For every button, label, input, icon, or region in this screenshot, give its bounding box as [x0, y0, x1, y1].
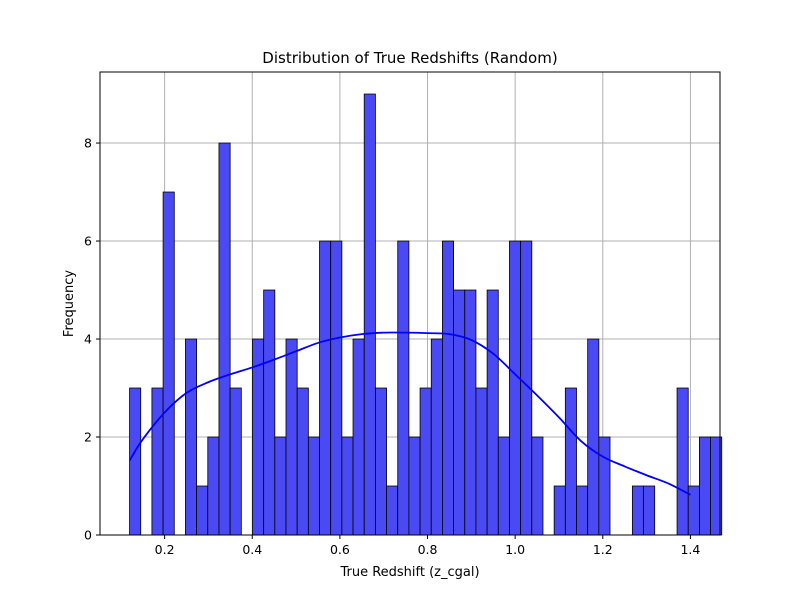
histogram-bar: [687, 485, 700, 536]
histogram-bar: [196, 485, 209, 536]
histogram-bar: [341, 436, 354, 536]
histogram-bar: [129, 387, 142, 536]
histogram-bar: [252, 338, 265, 536]
histogram-bar: [576, 485, 589, 536]
histogram-bar: [430, 338, 443, 536]
histogram-bar: [330, 240, 343, 536]
x-axis-label: True Redshift (z_cgal): [339, 565, 479, 580]
y-tick-label: 4: [84, 332, 92, 347]
y-axis-label: Frequency: [62, 270, 77, 337]
x-axis-ticks: 0.2 0.4 0.6 0.8 1.0 1.2 1.4: [155, 535, 700, 557]
histogram-bar: [598, 436, 611, 536]
histogram-bar: [386, 485, 399, 536]
x-tick-label: 0.4: [242, 542, 262, 557]
histogram-bar: [374, 387, 387, 536]
histogram-bar: [531, 436, 544, 536]
histogram-bar: [453, 289, 466, 536]
histogram-bar: [397, 240, 410, 536]
x-tick-label: 0.6: [330, 542, 350, 557]
histogram-bar: [553, 485, 566, 536]
histogram-bar: [643, 485, 656, 536]
plot-frame: [99, 71, 721, 536]
y-tick-label: 8: [84, 136, 92, 151]
histogram-bar: [676, 387, 689, 536]
x-tick-label: 1.4: [680, 542, 700, 557]
histogram-bars: [129, 93, 723, 536]
histogram-bar: [587, 338, 600, 536]
x-tick-label: 1.0: [505, 542, 525, 557]
y-tick-label: 0: [84, 528, 92, 543]
x-tick-label: 1.2: [593, 542, 613, 557]
histogram-bar: [464, 289, 477, 536]
histogram-bar: [218, 142, 231, 536]
y-tick-label: 6: [84, 234, 92, 249]
y-axis-ticks: 0 2 4 6 8: [84, 136, 100, 543]
histogram-bar: [699, 436, 711, 536]
histogram-bar: [307, 436, 320, 536]
histogram-bar: [229, 387, 242, 536]
kde-curve: [128, 331, 691, 496]
histogram-bar: [352, 338, 365, 536]
histogram-bar: [296, 387, 309, 536]
histogram-bar: [486, 289, 499, 536]
histogram-bar: [285, 338, 298, 536]
histogram-bar: [475, 387, 488, 536]
histogram-bar: [408, 436, 421, 536]
histogram-bar: [274, 436, 287, 536]
histogram-bar: [564, 387, 577, 536]
histogram-bar: [319, 240, 332, 536]
chart-title: Distribution of True Redshifts (Random): [262, 49, 557, 67]
x-tick-label: 0.2: [155, 542, 175, 557]
histogram-bar: [497, 436, 510, 536]
histogram-bar: [631, 485, 644, 536]
histogram-bar: [509, 240, 522, 536]
histogram-bar: [442, 240, 454, 536]
histogram-bar: [162, 191, 175, 536]
histogram-bar: [151, 387, 164, 536]
histogram-bar: [419, 387, 432, 536]
histogram-bar: [185, 338, 198, 536]
histogram-bar: [263, 289, 276, 536]
histogram-bar: [207, 436, 220, 536]
y-tick-label: 2: [84, 430, 92, 445]
histogram-bar: [363, 93, 376, 536]
x-tick-label: 0.8: [418, 542, 438, 557]
